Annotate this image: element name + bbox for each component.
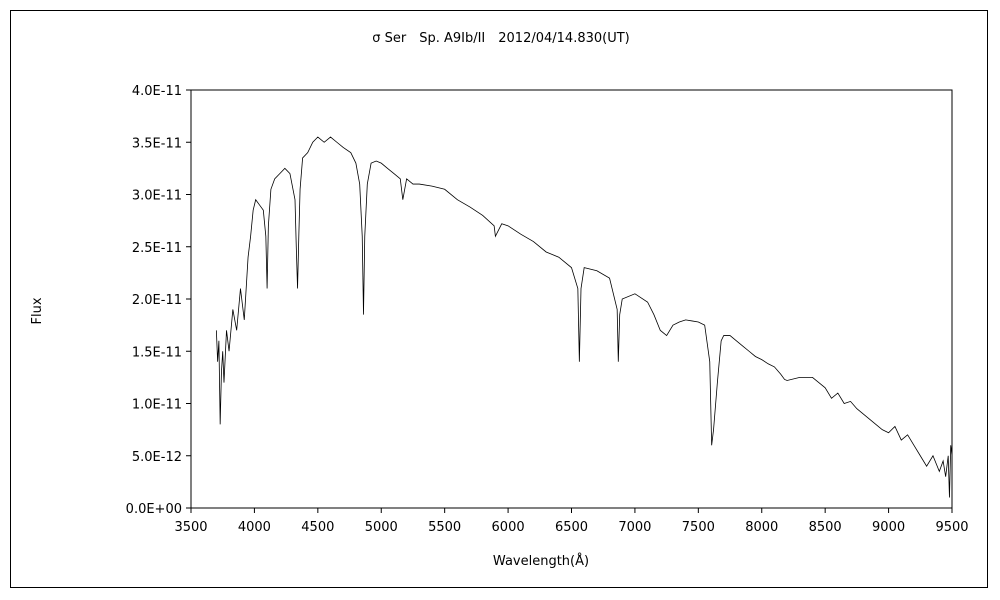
y-tick-label: 4.0E-11 [132,84,182,99]
chart-title: σ Ser Sp. A9Ib/II 2012/04/14.830(UT) [372,31,630,46]
x-tick-label: 4500 [301,520,334,535]
chart-svg: σ Ser Sp. A9Ib/II 2012/04/14.830(UT) 350… [30,31,969,569]
x-tick-label: 6500 [555,520,588,535]
y-tick-label: 2.0E-11 [132,293,182,308]
y-tick-label: 1.5E-11 [132,345,182,360]
y-tick-label: 3.0E-11 [132,189,182,204]
y-tick-label: 3.5E-11 [132,136,182,151]
y-tick-label: 5.0E-12 [132,450,182,465]
y-tick-label: 1.0E-11 [132,398,182,413]
x-tick-label: 6000 [492,520,525,535]
y-tick-label: 2.5E-11 [132,241,182,256]
spectrum-line [215,136,953,498]
x-tick-label: 8500 [809,520,842,535]
x-tick-label: 9500 [935,520,968,535]
plot-area [190,89,953,509]
x-tick-label: 7500 [682,520,715,535]
x-tick-label: 3500 [174,520,207,535]
x-axis: 3500 4000 4500 5000 5500 6000 6500 7000 7500 8000… [174,508,969,535]
y-tick-label: 0.0E+00 [126,502,182,517]
y-axis-label: Flux [30,297,45,324]
x-tick-label: 7000 [618,520,651,535]
x-tick-label: 4000 [238,520,271,535]
x-tick-label: 5000 [365,520,398,535]
x-tick-label: 9000 [872,520,905,535]
y-axis: 0.0E+00 5.0E-12 1.0E-11 1.5E-11 2.0E-11 2.5E-… [126,84,191,517]
chart-frame: σ Ser Sp. A9Ib/II 2012/04/14.830(UT) 350… [10,10,988,588]
x-tick-label: 8000 [745,520,778,535]
x-tick-label: 5500 [428,520,461,535]
x-axis-label: Wavelength(Å) [493,553,589,569]
